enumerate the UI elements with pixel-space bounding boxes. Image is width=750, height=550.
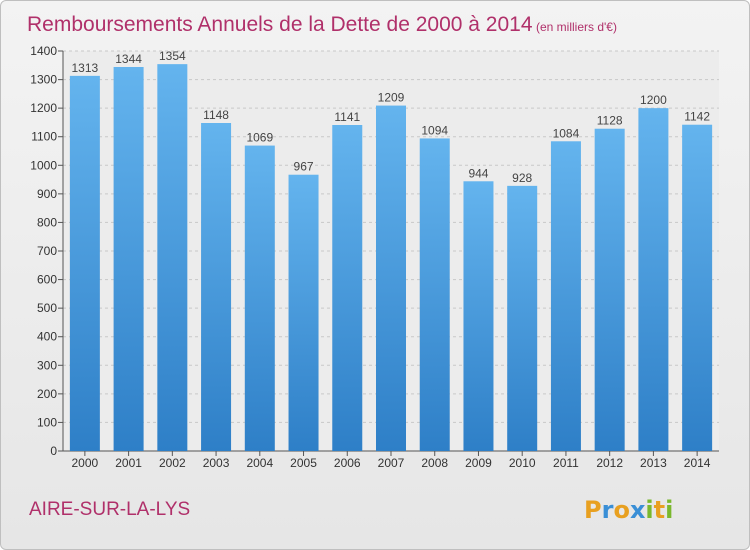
x-tick-label: 2003 xyxy=(203,456,230,470)
x-tick-label: 2013 xyxy=(640,456,667,470)
logo-letter: x xyxy=(630,496,646,524)
bar-value-label: 1354 xyxy=(159,49,186,63)
chart-title: Remboursements Annuels de la Dette de 20… xyxy=(27,13,533,36)
chart-unit: (en milliers d'€) xyxy=(536,20,617,34)
x-tick-label: 2012 xyxy=(596,456,623,470)
bar-value-label: 1200 xyxy=(640,93,667,107)
y-tick-label: 300 xyxy=(37,358,57,372)
y-tick-label: 600 xyxy=(37,273,57,287)
x-tick-label: 2007 xyxy=(378,456,405,470)
x-tick-label: 2010 xyxy=(509,456,536,470)
logo-letter: P xyxy=(584,496,602,524)
bar xyxy=(419,138,450,451)
bar xyxy=(113,67,144,451)
y-tick-label: 1100 xyxy=(31,130,57,144)
x-tick-label: 2011 xyxy=(553,456,579,470)
logo-letter: i xyxy=(645,496,653,524)
bar-value-label: 928 xyxy=(512,171,532,185)
bar-value-label: 1069 xyxy=(246,131,273,145)
bar xyxy=(507,185,538,451)
x-tick-label: 2005 xyxy=(290,456,317,470)
bar xyxy=(332,125,363,451)
y-tick-label: 900 xyxy=(37,187,57,201)
x-tick-label: 2006 xyxy=(334,456,361,470)
bar xyxy=(682,124,713,451)
y-tick-label: 1200 xyxy=(30,101,57,115)
x-tick-label: 2002 xyxy=(159,456,186,470)
axis-layer: 0 100 200 300 400 500 600 700 800 900 1000 1100 1200… xyxy=(30,44,719,470)
bar-value-label: 1128 xyxy=(597,114,623,128)
bar xyxy=(550,141,581,452)
bar xyxy=(376,105,406,452)
bar xyxy=(638,108,669,452)
y-tick-label: 400 xyxy=(37,330,57,344)
bar xyxy=(244,145,275,452)
logo-letter: r xyxy=(602,496,614,524)
y-tick-label: 500 xyxy=(37,301,57,315)
proxiti-logo: Proxiti xyxy=(584,496,673,524)
bar-value-label: 944 xyxy=(468,166,488,180)
x-tick-label: 2009 xyxy=(465,456,492,470)
x-tick-label: 2004 xyxy=(246,456,273,470)
y-tick-label: 800 xyxy=(37,215,57,229)
bar-value-label: 1344 xyxy=(115,52,142,66)
x-tick-label: 2000 xyxy=(72,456,99,470)
bar xyxy=(463,181,494,452)
bar-value-label: 967 xyxy=(294,160,314,174)
y-tick-label: 1000 xyxy=(30,158,57,172)
bar xyxy=(594,128,625,451)
bar-value-label: 1094 xyxy=(421,123,448,137)
logo-letter: i xyxy=(665,496,673,524)
bar-value-label: 1084 xyxy=(553,126,580,140)
bars-layer: 1313 1344 1354 1148 1069 967 1141 1209 1094 944 92… xyxy=(69,49,713,452)
bar xyxy=(201,123,232,451)
bar-value-label: 1209 xyxy=(378,91,405,105)
bar-value-label: 1141 xyxy=(334,110,360,124)
logo-letter: t xyxy=(654,496,665,524)
x-tick-label: 2008 xyxy=(421,456,448,470)
logo-letter: o xyxy=(613,496,630,524)
x-tick-label: 2001 xyxy=(115,456,142,470)
bar-value-label: 1142 xyxy=(684,110,710,124)
bar xyxy=(157,64,188,451)
y-tick-label: 200 xyxy=(37,387,57,401)
y-tick-label: 100 xyxy=(37,415,57,429)
city-name: AIRE-SUR-LA-LYS xyxy=(29,499,190,520)
y-tick-label: 700 xyxy=(37,244,57,258)
x-tick-label: 2014 xyxy=(684,456,711,470)
bar xyxy=(69,75,100,451)
y-tick-label: 1300 xyxy=(30,73,57,87)
bar xyxy=(288,174,319,451)
bar-value-label: 1313 xyxy=(72,61,99,75)
y-tick-label: 0 xyxy=(50,444,57,458)
bar-value-label: 1148 xyxy=(203,108,229,122)
y-tick-label: 1400 xyxy=(30,44,57,58)
